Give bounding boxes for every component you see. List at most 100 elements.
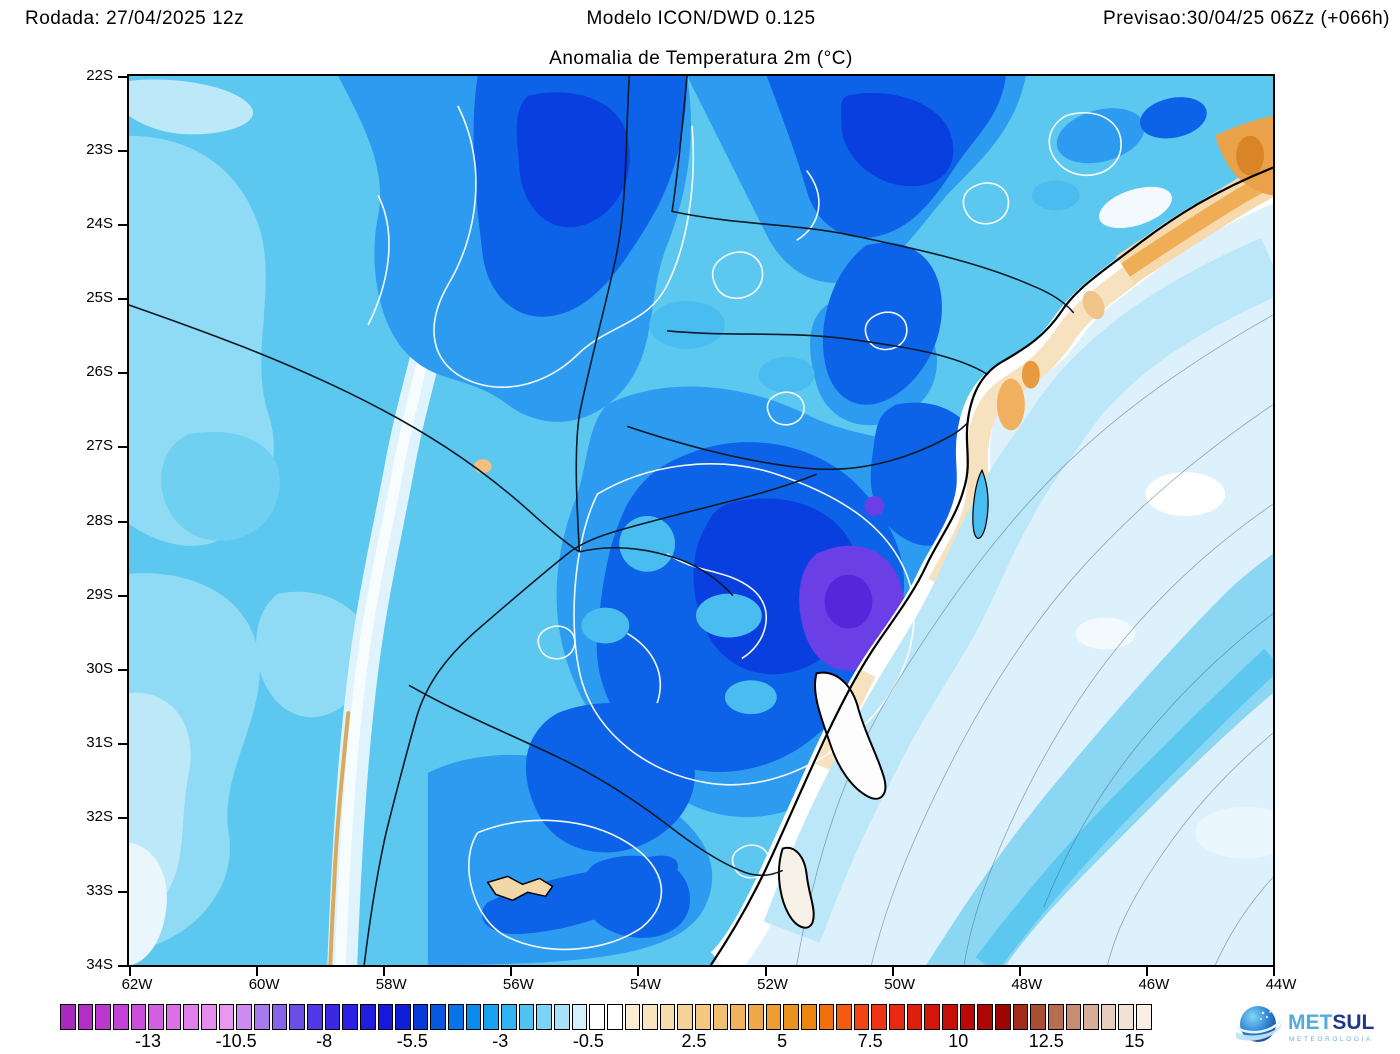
colorbar-tick-label: -10.5 [215, 1031, 257, 1051]
colorbar-swatch [306, 1004, 323, 1030]
model-label: Modelo ICON/DWD 0.125 [586, 8, 816, 29]
ocean-contours [796, 314, 1273, 965]
colorbar-swatch [959, 1004, 976, 1030]
colorbar-swatch [448, 1004, 464, 1030]
lon-tick [1145, 967, 1148, 976]
border-pr-sc [667, 330, 989, 376]
lon-tick-label: 62W [121, 976, 153, 993]
colorbar-swatch [289, 1004, 305, 1030]
lat-tick [118, 816, 127, 819]
lat-tick-label: 23S [86, 141, 113, 159]
colorbar-swatch [800, 1004, 817, 1030]
inland-mild-holes [581, 300, 815, 715]
colorbar-tick-label: 7.5 [857, 1031, 883, 1051]
lat-tick [118, 150, 127, 153]
lon-tick [764, 967, 767, 976]
colorbar-swatch [1030, 1004, 1046, 1030]
coastline [710, 166, 1273, 965]
colorbar-swatch [183, 1004, 200, 1030]
colorbar-swatch [324, 1004, 341, 1030]
lat-tick-label: 27S [86, 437, 113, 455]
plot-title: Anomalia de Temperatura 2m (°C) [549, 48, 853, 69]
colorbar-swatch [359, 1004, 376, 1030]
west-light-anomaly [129, 79, 370, 965]
colorbar-tick-label: -8 [316, 1031, 333, 1051]
border-misiones [579, 546, 734, 597]
lat-tick-label: 25S [86, 289, 113, 307]
colorbar-swatch [589, 1004, 605, 1030]
lon-tick [383, 967, 386, 976]
colorbar-swatch [518, 1004, 535, 1030]
lon-tick-label: 52W [757, 976, 788, 993]
colorbar-swatch [977, 1004, 993, 1030]
lat-tick [118, 76, 127, 78]
colorbar-swatch [1012, 1004, 1029, 1030]
colorbar-swatch [659, 1004, 676, 1030]
lat-tick-label: 33S [86, 881, 113, 899]
colorbar-tick-label: -0.5 [572, 1031, 604, 1051]
colorbar-swatch [712, 1004, 729, 1030]
colorbar-tick-label: 5 [777, 1031, 788, 1051]
lat-tick [118, 742, 127, 745]
lat-tick-label: 22S [86, 67, 113, 84]
lat-tick-label: 32S [86, 807, 113, 825]
border-uruguay-river [363, 473, 817, 965]
colorbar-swatch [747, 1004, 764, 1030]
logo-met: MET [1288, 1011, 1333, 1034]
colorbar-swatch [889, 1004, 905, 1030]
colorbar-swatch [412, 1004, 429, 1030]
colorbar-swatch [342, 1004, 358, 1030]
colorbar-swatch [148, 1004, 164, 1030]
lon-tick-label: 50W [884, 976, 916, 993]
colorbar-swatch [77, 1004, 94, 1030]
lon-tick [256, 967, 259, 976]
colorbar-swatch [60, 1004, 76, 1030]
colorbar-swatch [501, 1004, 517, 1030]
lat-tick [118, 372, 127, 375]
lagoons [486, 468, 989, 929]
border-paraguay-east [575, 76, 631, 552]
colorbar-swatch [624, 1004, 641, 1030]
lat-tick-label: 24S [86, 215, 113, 233]
colorbar-swatch [1083, 1004, 1099, 1030]
lon-tick [510, 967, 513, 976]
lat-tick-label: 26S [86, 363, 113, 381]
lat-tick [118, 298, 127, 301]
colorbar-swatch [130, 1004, 147, 1030]
lon-tick [637, 967, 640, 976]
border-brazil-uruguay [408, 684, 784, 877]
lon-tick [891, 967, 894, 976]
colorbar-swatch [254, 1004, 270, 1030]
colorbar-swatch [1100, 1004, 1117, 1030]
lon-tick-label: 54W [630, 976, 661, 993]
forecast-label: Previsao:30/04/25 06Zz (+066h) [1103, 8, 1390, 29]
northeast-warm-patches [473, 97, 1273, 474]
lat-tick [118, 668, 127, 671]
border-paraguay-south [129, 304, 580, 553]
border-sp-pr [671, 76, 1075, 314]
colorbar-swatch [571, 1004, 588, 1030]
lat-tick-label: 30S [86, 659, 113, 677]
run-label: Rodada: 27/04/2025 12z [25, 8, 245, 29]
colorbar-swatch [1118, 1004, 1135, 1030]
colorbar-swatch [783, 1004, 799, 1030]
lat-tick [118, 965, 127, 967]
svg-text:METSUL: METSUL [1288, 1011, 1375, 1034]
colorbar-swatch [112, 1004, 129, 1030]
colorbar-swatch [942, 1004, 958, 1030]
colorbar-swatch [377, 1004, 394, 1030]
lon-tick-label: 60W [248, 976, 280, 993]
colorbar-tick-label: 12.5 [1028, 1031, 1064, 1051]
colorbar-swatch [606, 1004, 623, 1030]
lon-tick-label: 44W [1265, 976, 1297, 993]
lat-tick [118, 520, 127, 523]
colorbar-swatch [906, 1004, 923, 1030]
lon-tick-label: 58W [375, 976, 407, 993]
colorbar-swatch [483, 1004, 500, 1030]
colorbar-swatch [818, 1004, 835, 1030]
lat-tick-label: 34S [86, 956, 113, 973]
globe-icon [1231, 1006, 1283, 1042]
lat-tick [118, 446, 127, 449]
colorbar-tick-label: 15 [1124, 1031, 1145, 1051]
anomaly-map [129, 76, 1273, 965]
